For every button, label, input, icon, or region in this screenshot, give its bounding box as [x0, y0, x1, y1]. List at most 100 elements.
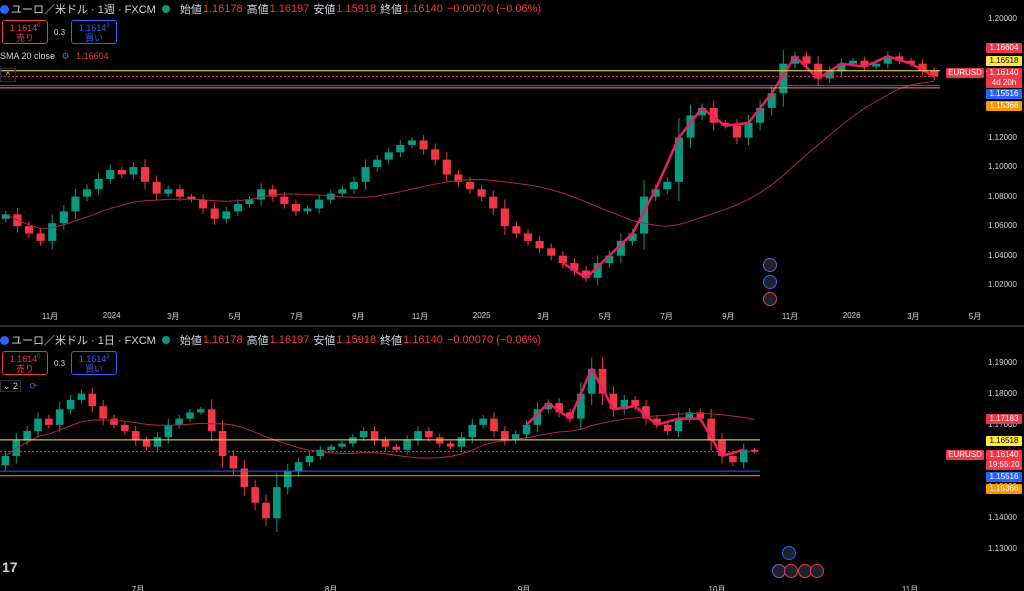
candle-body: [121, 424, 129, 432]
candle-body: [547, 248, 556, 256]
sma-indicator-legend[interactable]: SMA 20 close ⚙ 1.16604: [0, 51, 109, 62]
symbol-logo-icon: [0, 4, 9, 14]
spread-value: 0.3: [54, 358, 66, 368]
candle-body: [45, 418, 53, 425]
candle-body: [129, 167, 138, 175]
candle-body: [906, 60, 916, 64]
candle-body: [268, 189, 277, 197]
candle-body: [396, 144, 405, 153]
zigzag-line: [562, 55, 935, 280]
candle-body: [500, 208, 509, 227]
weekly-symbol-title[interactable]: ユーロ／米ドル · 1週 · FXCM: [11, 4, 156, 16]
candle-body: [294, 462, 303, 472]
candle-body: [392, 446, 401, 450]
settings-icon[interactable]: ⚙: [61, 51, 70, 61]
price-axis-tick: 1.10000: [988, 162, 1017, 172]
time-axis-tick: 7月: [131, 585, 145, 591]
buy-button[interactable]: 1.16143 買い: [71, 20, 118, 44]
candle-body: [77, 393, 86, 400]
weekly-chart-pane[interactable]: ユーロ／米ドル · 1週 · FXCM 始値 1.16178 高値 1.16197 …: [0, 0, 1024, 325]
sma-indicator-name: SMA 20 close: [0, 51, 56, 61]
price-axis-tick: 1.08000: [988, 191, 1017, 201]
candle-body: [640, 196, 649, 234]
price-axis-tick: 1.12000: [988, 132, 1017, 142]
sma-line: [5, 412, 755, 459]
ohlc-high-key: 高値: [246, 4, 269, 16]
candle-body: [338, 189, 347, 194]
candle-body: [327, 446, 335, 450]
sell-label: 売り: [15, 364, 34, 374]
ohlc-high-value: 1.16197: [269, 334, 310, 346]
candle-body: [403, 440, 411, 450]
candle-body: [577, 393, 585, 419]
market-status-icon: [161, 336, 170, 344]
candle-body: [207, 409, 216, 432]
candle-body: [175, 189, 184, 197]
time-axis-tick: 9月: [517, 585, 531, 591]
candle-body: [698, 108, 707, 116]
weekly-chart-canvas[interactable]: [0, 0, 1024, 325]
candle-body: [316, 449, 325, 456]
candle-body: [175, 418, 183, 425]
candle-body: [479, 418, 487, 425]
economic-event-icon[interactable]: [782, 546, 796, 560]
candle-body: [431, 149, 440, 160]
us-flag-event-icon[interactable]: [810, 564, 824, 578]
candle-body: [218, 431, 227, 456]
candle-body: [609, 393, 618, 410]
candle-body: [918, 63, 927, 72]
collapse-legend-button[interactable]: ^: [0, 68, 16, 82]
indicators-toggle[interactable]: ⌄ 2 ⟳: [0, 380, 38, 392]
candle-body: [315, 199, 324, 209]
us-flag-event-icon[interactable]: [763, 292, 777, 306]
price-tag: 19:55:20: [986, 460, 1022, 470]
candle-body: [48, 223, 57, 241]
candle-body: [544, 403, 553, 410]
candle-body: [883, 56, 892, 64]
candle-body: [142, 440, 151, 447]
daily-chart-canvas[interactable]: [0, 327, 1024, 591]
candle-body: [152, 181, 161, 194]
candle-body: [305, 456, 314, 463]
event-marker-icon[interactable]: [763, 258, 777, 272]
buy-price-sup: 3: [106, 354, 110, 360]
candle-body: [71, 196, 80, 212]
daily-symbol-tag: EURUSD: [946, 450, 984, 460]
ohlc-high-value: 1.16197: [269, 3, 310, 15]
sma-indicator-value: 1.16604: [76, 51, 109, 61]
candle-body: [744, 122, 753, 138]
ohlc-close-key: 終値: [380, 4, 403, 16]
sma-line: [5, 80, 935, 230]
candle-body: [110, 418, 118, 425]
pane-divider[interactable]: [0, 325, 1024, 327]
sell-button[interactable]: 1.16140 売り: [2, 20, 48, 44]
sell-price-sup: 0: [37, 354, 41, 360]
candle-body: [66, 399, 75, 410]
time-axis-tick: 7月: [660, 312, 673, 321]
buy-price: 1.1614: [78, 354, 107, 364]
candle-body: [512, 226, 521, 234]
candle-body: [631, 399, 639, 407]
candle-body: [872, 63, 881, 67]
tradingview-logo-icon[interactable]: 17: [2, 559, 18, 575]
candle-body: [1, 456, 10, 466]
buy-button[interactable]: 1.16143 買い: [71, 351, 118, 375]
candle-body: [570, 263, 579, 271]
candle-body: [581, 270, 591, 278]
candle-body: [501, 431, 509, 441]
candle-body: [465, 181, 475, 190]
daily-chart-pane[interactable]: ユーロ／米ドル · 1日 · FXCM 始値 1.16178 高値 1.16197 …: [0, 327, 1024, 591]
daily-symbol-title[interactable]: ユーロ／米ドル · 1日 · FXCM: [11, 335, 156, 347]
candle-body: [222, 211, 231, 219]
candle-body: [273, 487, 281, 519]
candle-body: [558, 255, 567, 264]
us-flag-event-icon[interactable]: [784, 564, 798, 578]
candle-body: [36, 233, 45, 241]
economic-event-icon[interactable]: [763, 275, 777, 289]
candle-body: [303, 208, 312, 212]
sync-icon[interactable]: ⟳: [29, 381, 38, 391]
candle-body: [407, 140, 417, 145]
candle-body: [767, 93, 776, 108]
time-axis-tick: 2026: [842, 311, 861, 320]
sell-button[interactable]: 1.16140 売り: [2, 351, 48, 375]
